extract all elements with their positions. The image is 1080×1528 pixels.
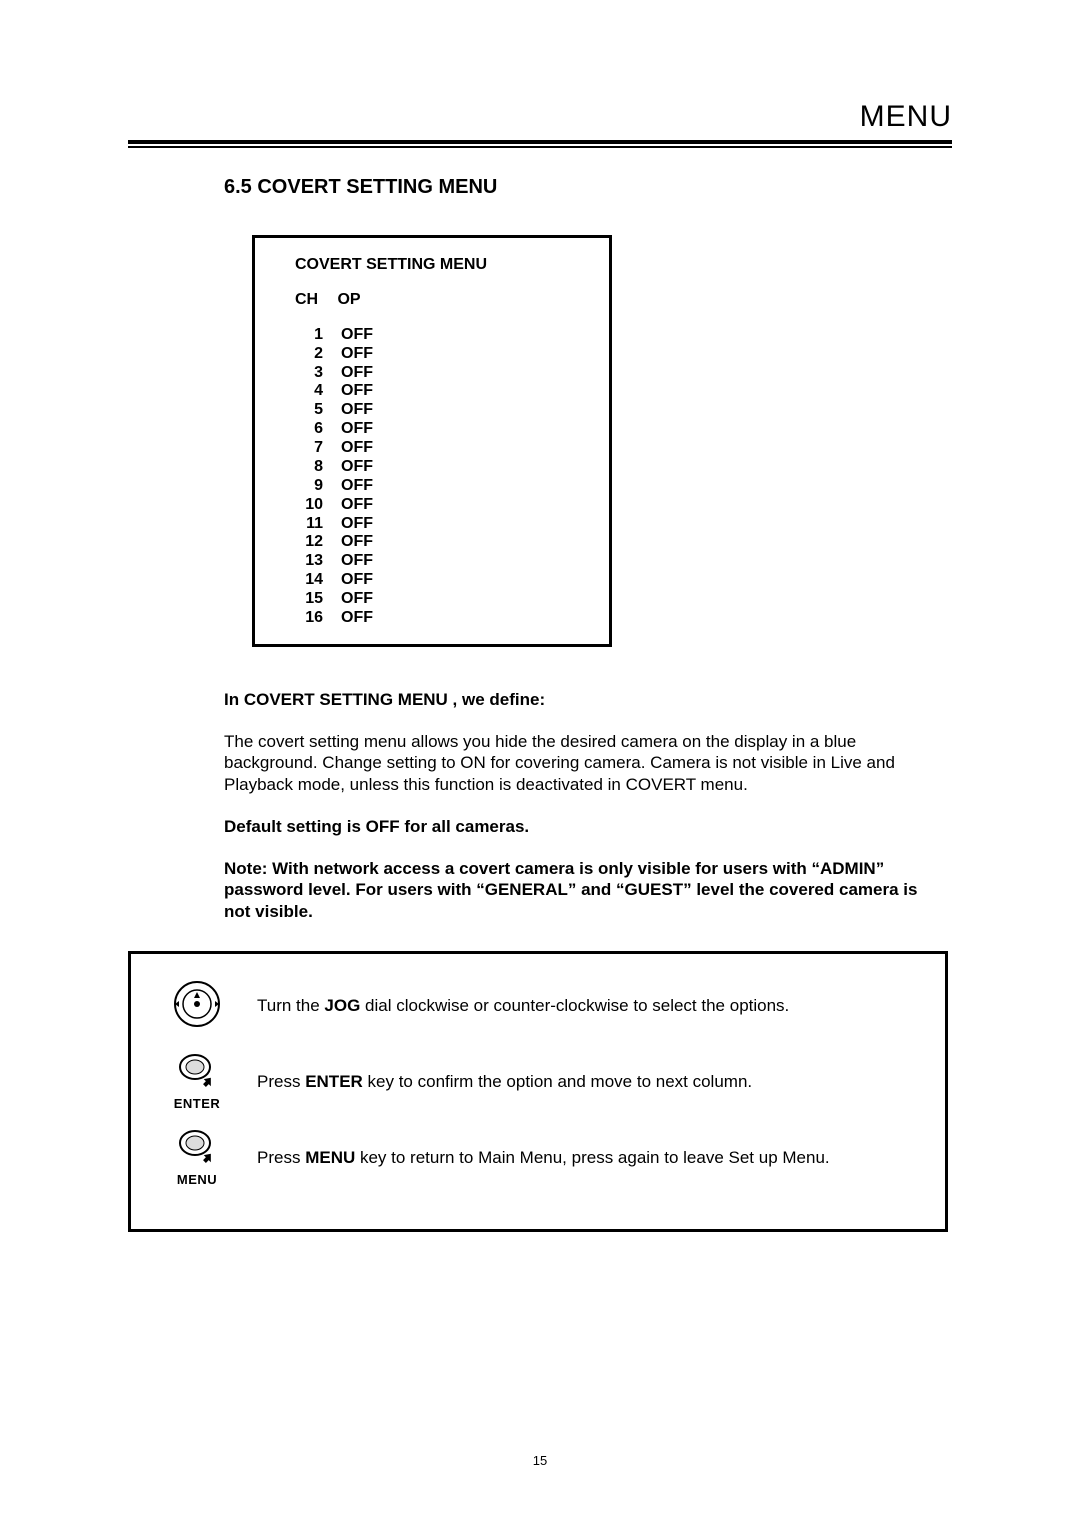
instruction-menu: MENU Press MENU key to return to Main Me… xyxy=(167,1129,925,1187)
menu-text-pre: Press xyxy=(257,1148,305,1167)
menu-row: 5 OFF xyxy=(285,401,585,420)
menu-row-op: OFF xyxy=(341,382,373,401)
menu-row-ch: 14 xyxy=(285,571,323,590)
menu-row-op: OFF xyxy=(341,515,373,534)
menu-text-post: key to return to Main Menu, press again … xyxy=(355,1148,829,1167)
menu-row: 9 OFF xyxy=(285,477,585,496)
menu-row-op: OFF xyxy=(341,439,373,458)
menu-row: 11 OFF xyxy=(285,515,585,534)
enter-key-icon: ENTER xyxy=(167,1053,227,1111)
instruction-jog: Turn the JOG dial clockwise or counter-c… xyxy=(167,978,925,1035)
menu-row-ch: 2 xyxy=(285,345,323,364)
menu-instruction-text: Press MENU key to return to Main Menu, p… xyxy=(257,1147,830,1169)
enter-instruction-text: Press ENTER key to confirm the option an… xyxy=(257,1071,752,1093)
enter-text-pre: Press xyxy=(257,1072,305,1091)
menu-row-ch: 16 xyxy=(285,609,323,628)
menu-key-icon: MENU xyxy=(167,1129,227,1187)
jog-text-pre: Turn the xyxy=(257,996,324,1015)
menu-row: 16 OFF xyxy=(285,609,585,628)
menu-row-op: OFF xyxy=(341,571,373,590)
menu-row-ch: 13 xyxy=(285,552,323,571)
menu-row-op: OFF xyxy=(341,552,373,571)
menu-row: 7 OFF xyxy=(285,439,585,458)
menu-row-ch: 5 xyxy=(285,401,323,420)
menu-row-ch: 6 xyxy=(285,420,323,439)
section-heading: 6.5 COVERT SETTING MENU xyxy=(224,176,942,199)
menu-row-op: OFF xyxy=(341,533,373,552)
menu-row-ch: 3 xyxy=(285,364,323,383)
enter-key-label: ENTER xyxy=(167,1096,227,1111)
menu-row-ch: 8 xyxy=(285,458,323,477)
menu-row-op: OFF xyxy=(341,364,373,383)
jog-dial-icon xyxy=(167,978,227,1035)
menu-row-op: OFF xyxy=(341,326,373,345)
instructions-box: Turn the JOG dial clockwise or counter-c… xyxy=(128,951,948,1232)
enter-text-post: key to confirm the option and move to ne… xyxy=(363,1072,752,1091)
menu-row-ch: 15 xyxy=(285,590,323,609)
menu-row-op: OFF xyxy=(341,609,373,628)
menu-row-ch: 11 xyxy=(285,515,323,534)
menu-row: 8 OFF xyxy=(285,458,585,477)
header-rule-thin xyxy=(128,146,952,148)
menu-row-ch: 10 xyxy=(285,496,323,515)
menu-row: 2 OFF xyxy=(285,345,585,364)
menu-row: 6 OFF xyxy=(285,420,585,439)
menu-row-op: OFF xyxy=(341,345,373,364)
menu-row-op: OFF xyxy=(341,590,373,609)
menu-row-op: OFF xyxy=(341,477,373,496)
page-number: 15 xyxy=(0,1453,1080,1468)
menu-row: 14 OFF xyxy=(285,571,585,590)
jog-text-post: dial clockwise or counter-clockwise to s… xyxy=(360,996,789,1015)
note-paragraph: Note: With network access a covert camer… xyxy=(224,858,942,923)
menu-rows-container: 1 OFF 2 OFF 3 OFF 4 OFF 5 OFF 6 OFF 7 OFF 8 OFF 9 OFF 10 OF… xyxy=(285,326,585,628)
menu-box-column-headers: CH OP xyxy=(295,291,585,310)
menu-row: 3 OFF xyxy=(285,364,585,383)
covert-menu-box: COVERT SETTING MENU CH OP 1OFF2OFF3OFF4O… xyxy=(252,235,612,647)
define-intro: In COVERT SETTING MENU , we define: xyxy=(224,689,942,711)
covert-description: The covert setting menu allows you hide … xyxy=(224,731,942,796)
col-header-op: OP xyxy=(337,291,360,308)
enter-key-name: ENTER xyxy=(305,1072,363,1091)
default-setting-line: Default setting is OFF for all cameras. xyxy=(224,816,942,838)
menu-box-title: COVERT SETTING MENU xyxy=(295,256,585,275)
menu-row-ch: 7 xyxy=(285,439,323,458)
col-header-ch: CH xyxy=(295,291,333,310)
header-rule-thick xyxy=(128,140,952,144)
menu-row-op: OFF xyxy=(341,496,373,515)
jog-key-name: JOG xyxy=(324,996,360,1015)
menu-row: 13 OFF xyxy=(285,552,585,571)
menu-row: 1 OFF xyxy=(285,326,585,345)
menu-row: 15 OFF xyxy=(285,590,585,609)
menu-row: 10 OFF xyxy=(285,496,585,515)
instruction-enter: ENTER Press ENTER key to confirm the opt… xyxy=(167,1053,925,1111)
menu-row-ch: 4 xyxy=(285,382,323,401)
menu-row: 12 OFF xyxy=(285,533,585,552)
menu-row-op: OFF xyxy=(341,401,373,420)
menu-key-label: MENU xyxy=(167,1172,227,1187)
menu-row: 4 OFF xyxy=(285,382,585,401)
jog-instruction-text: Turn the JOG dial clockwise or counter-c… xyxy=(257,995,789,1017)
menu-row-op: OFF xyxy=(341,420,373,439)
menu-row-op: OFF xyxy=(341,458,373,477)
menu-row-ch: 12 xyxy=(285,533,323,552)
menu-row-ch: 1 xyxy=(285,326,323,345)
menu-row-ch: 9 xyxy=(285,477,323,496)
menu-key-name: MENU xyxy=(305,1148,355,1167)
page-header-label: MENU xyxy=(128,100,952,140)
